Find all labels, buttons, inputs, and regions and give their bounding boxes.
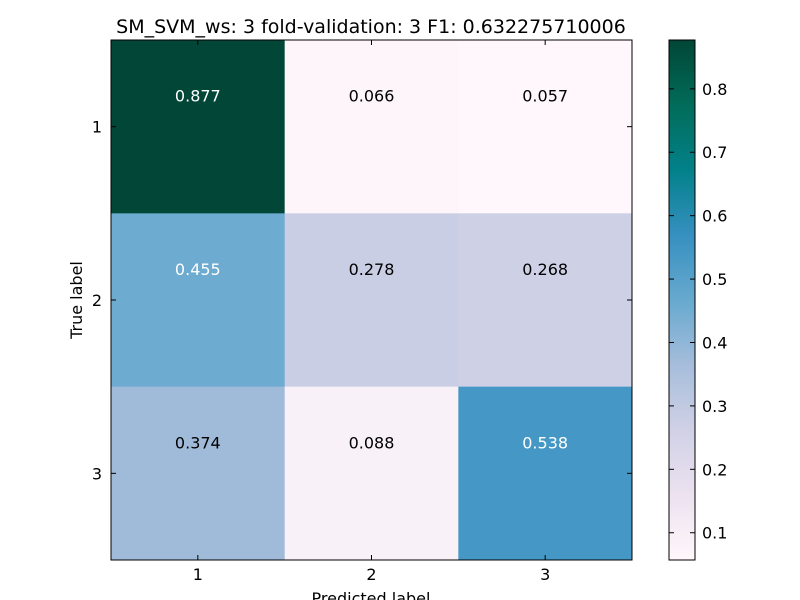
heatmap-cell [111,386,286,561]
colorbar-tick-label: 0.2 [702,460,727,479]
heatmap-cell [284,40,459,214]
y-tick-label: 3 [92,464,102,483]
cell-value-label: 0.538 [522,433,568,452]
heatmap-cell [284,386,459,561]
heatmap-cell [458,40,633,214]
cell-value-label: 0.088 [349,433,395,452]
heatmap-cell [458,213,633,388]
y-axis-label: True label [67,261,86,340]
heatmap-cell [284,213,459,388]
cell-value-label: 0.455 [175,260,221,279]
y-axis-ticks: 1 2 3 [92,118,632,483]
y-tick-label: 1 [92,118,102,137]
x-tick-label: 2 [366,565,376,584]
cell-value-label: 0.374 [175,433,221,452]
colorbar-tick-label: 0.5 [702,270,727,289]
colorbar [668,39,696,561]
x-axis-ticks: 1 2 3 [193,40,550,584]
colorbar-tick-label: 0.1 [702,524,727,543]
colorbar-tick-label: 0.8 [702,80,727,99]
cell-value-label: 0.057 [522,87,568,106]
cell-value-labels: 0.877 0.066 0.057 0.455 0.278 0.268 0.374 0.088… [175,87,568,453]
heatmap-cell [458,386,633,561]
heatmap-cells [111,40,633,561]
colorbar-tick-label: 0.6 [702,207,727,226]
chart-title: SM_SVM_ws: 3 fold-validation: 3 F1: 0.63… [116,16,626,38]
colorbar-tick-label: 0.7 [702,143,727,162]
y-tick-label: 2 [92,291,102,310]
colorbar-tick-label: 0.3 [702,397,727,416]
x-axis-label: Predicted label [312,589,431,600]
heatmap-cell [111,40,286,214]
x-tick-label: 1 [193,565,203,584]
colorbar-tick-label: 0.4 [702,333,727,352]
cell-value-label: 0.278 [349,260,395,279]
x-tick-label: 3 [540,565,550,584]
colorbar-ticks: 0.1 0.2 0.3 0.4 0.5 0.6 0.7 0.8 [669,80,727,543]
heatmap-cell [111,213,286,388]
cell-value-label: 0.268 [522,260,568,279]
cell-value-label: 0.877 [175,87,221,106]
cell-value-label: 0.066 [349,87,395,106]
